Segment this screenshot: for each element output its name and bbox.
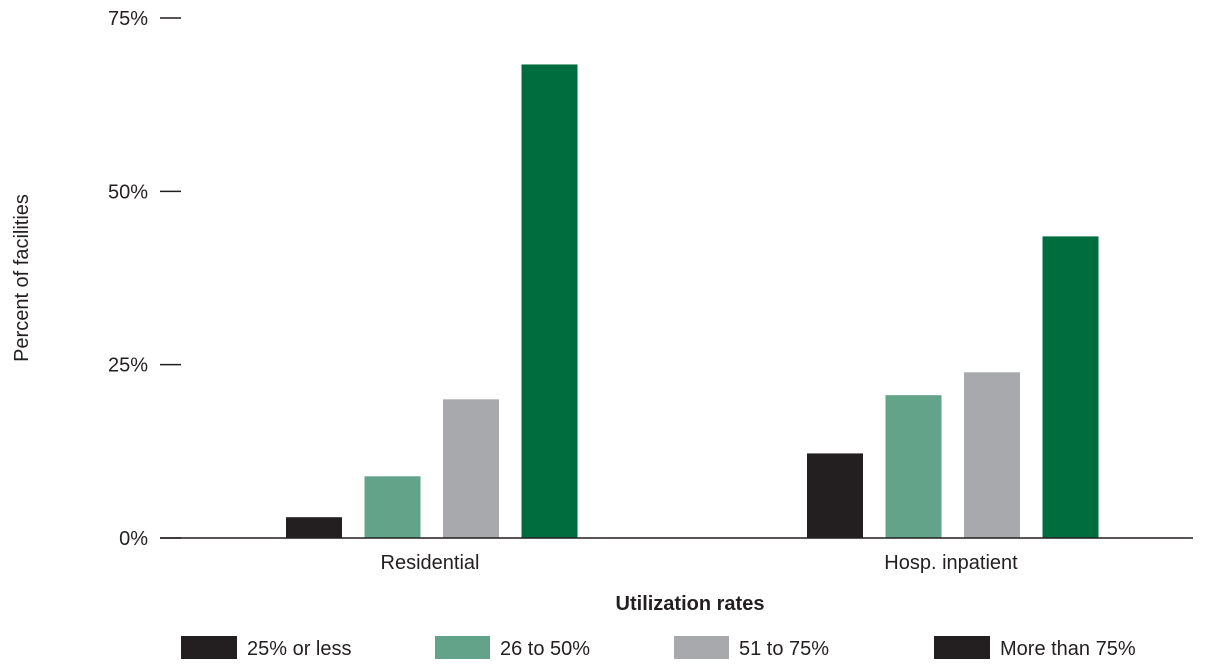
bar-residential-series-2	[364, 476, 421, 538]
bar-residential-series-4	[521, 64, 578, 538]
y-tick-label: 75%	[108, 8, 148, 30]
bar-hosp-inpatient-series-3	[964, 372, 1020, 538]
legend-label: 51 to 75%	[739, 638, 829, 660]
bar-residential-series-1	[286, 517, 342, 538]
bar-hosp-inpatient-series-4	[1042, 236, 1099, 538]
legend-swatch	[435, 636, 490, 659]
legend-swatch	[934, 636, 990, 659]
x-category-label: Residential	[381, 552, 480, 574]
y-axis: 0% 25% 50% 75%	[108, 8, 181, 550]
legend-label: More than 75%	[1000, 638, 1136, 660]
x-category-label: Hosp. inpatient	[884, 552, 1018, 574]
bars-group	[286, 64, 1099, 538]
bar-hosp-inpatient-series-2	[885, 395, 942, 538]
y-tick-label: 25%	[108, 355, 148, 377]
bar-residential-series-3	[443, 399, 499, 538]
x-axis-title: Utilization rates	[616, 593, 765, 615]
y-tick-label: 0%	[119, 528, 148, 550]
legend-swatch	[674, 636, 729, 659]
x-category-labels: Residential Hosp. inpatient	[381, 552, 1019, 574]
legend-label: 25% or less	[247, 638, 352, 660]
y-axis-title: Percent of facilities	[11, 194, 33, 362]
legend-label: 26 to 50%	[500, 638, 590, 660]
bar-hosp-inpatient-series-1	[807, 453, 863, 538]
legend-swatch	[181, 636, 237, 659]
legend: 25% or less 26 to 50% 51 to 75% More than 7…	[181, 636, 1136, 660]
y-tick-label: 50%	[108, 181, 148, 203]
